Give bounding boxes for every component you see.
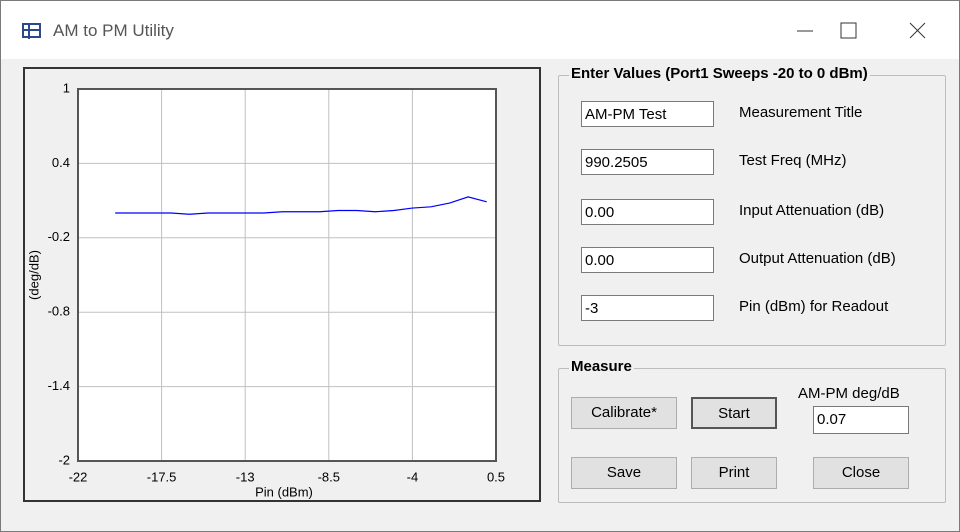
- calibrate-button[interactable]: Calibrate*: [571, 397, 677, 429]
- field-label: Output Attenuation (dB): [739, 250, 896, 267]
- text-field[interactable]: 990.2505: [581, 149, 714, 175]
- text-field[interactable]: AM-PM Test: [581, 101, 714, 127]
- x-tick-label: -22: [69, 469, 88, 484]
- x-tick-label: -13: [236, 469, 255, 484]
- y-tick-label: -0.8: [48, 304, 70, 319]
- field-label: Input Attenuation (dB): [739, 202, 885, 219]
- enter-values-group: Enter Values (Port1 Sweeps -20 to 0 dBm): [558, 65, 946, 346]
- field-label: Measurement Title: [739, 104, 863, 121]
- x-axis-label: Pin (dBm): [255, 484, 313, 499]
- plot-border: [77, 88, 497, 462]
- x-tick-label: -8.5: [318, 469, 340, 484]
- close-button[interactable]: Close: [813, 457, 909, 489]
- y-tick-label: 0.4: [52, 155, 70, 170]
- x-tick-label: -4: [407, 469, 419, 484]
- text-field[interactable]: 0.00: [581, 247, 714, 273]
- y-tick-label: -0.2: [48, 229, 70, 244]
- text-field[interactable]: -3: [581, 295, 714, 321]
- field-label: Pin (dBm) for Readout: [739, 298, 889, 315]
- group-title: Enter Values (Port1 Sweeps -20 to 0 dBm): [569, 65, 870, 82]
- y-tick-label: -1.4: [48, 378, 70, 393]
- y-axis-label: (deg/dB): [26, 250, 41, 300]
- window-controls[interactable]: [771, 19, 941, 43]
- y-tick-label: 1: [63, 80, 70, 95]
- x-tick-label: -17.5: [147, 469, 177, 484]
- save-button[interactable]: Save: [571, 457, 677, 489]
- start-button[interactable]: Start: [691, 397, 777, 429]
- plot-area: [78, 89, 496, 461]
- readout-field[interactable]: 0.07: [813, 406, 909, 434]
- text-field[interactable]: 0.00: [581, 199, 714, 225]
- x-tick-label: 0.5: [487, 469, 505, 484]
- chart: Pin (dBm) (deg/dB) -2 -1.4 -0.8 -0.2 0.4 1 -22…: [23, 67, 541, 502]
- data-line: [115, 196, 487, 215]
- title-bar: AM to PM Utility: [1, 1, 959, 59]
- y-tick-label: -2: [58, 452, 70, 467]
- field-label: Test Freq (MHz): [739, 152, 847, 169]
- chart-frame: [23, 67, 541, 502]
- print-button[interactable]: Print: [691, 457, 777, 489]
- readout-label: AM-PM deg/dB: [798, 385, 900, 402]
- measure-group: Measure: [558, 358, 946, 503]
- group-title: Measure: [569, 358, 634, 375]
- window-title: AM to PM Utility: [53, 21, 174, 40]
- app-icon: [22, 23, 41, 39]
